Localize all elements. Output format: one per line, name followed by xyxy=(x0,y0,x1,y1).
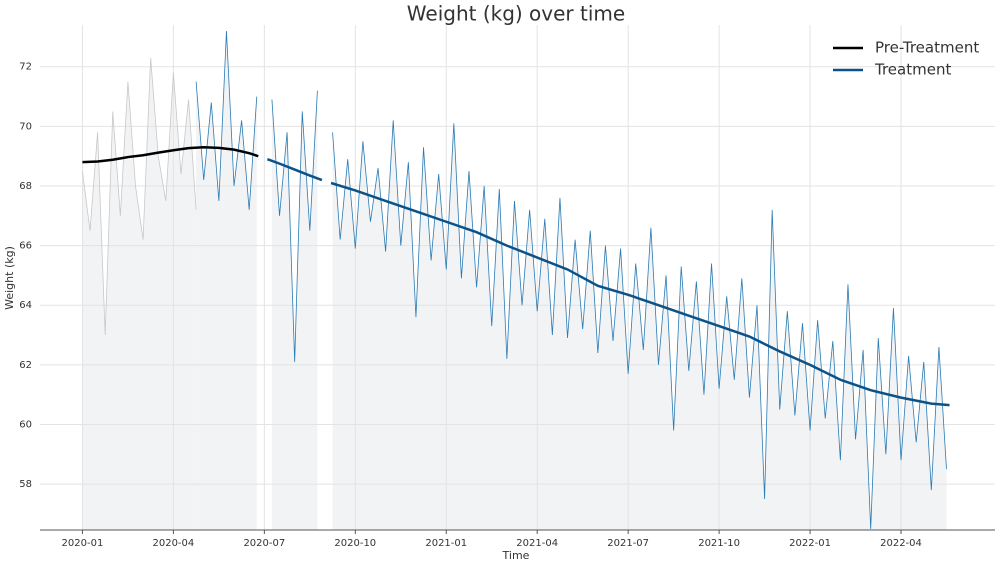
y-tick-label: 58 xyxy=(19,479,32,490)
x-tick-label: 2021-10 xyxy=(698,538,740,549)
x-tick-label: 2021-07 xyxy=(607,538,649,549)
raw-line xyxy=(82,57,197,336)
y-tick-label: 70 xyxy=(19,121,32,132)
x-tick-label: 2021-04 xyxy=(516,538,558,549)
trend-line xyxy=(266,157,950,407)
y-tick-label: 72 xyxy=(19,62,32,73)
trend-line xyxy=(82,145,259,164)
legend-label: Pre-Treatment xyxy=(875,39,979,57)
y-tick-label: 62 xyxy=(19,360,32,371)
x-tick-label: 2021-01 xyxy=(425,538,467,549)
chart-title: Weight (kg) over time xyxy=(407,2,625,26)
x-axis-label: Time xyxy=(502,549,530,562)
y-tick-label: 60 xyxy=(19,419,32,430)
x-tick-label: 2020-10 xyxy=(334,538,376,549)
x-tick-label: 2022-01 xyxy=(789,538,831,549)
y-tick-label: 68 xyxy=(19,181,32,192)
y-tick-label: 66 xyxy=(19,241,32,252)
x-tick-label: 2020-07 xyxy=(243,538,285,549)
x-tick-label: 2020-04 xyxy=(152,538,194,549)
x-tick-label: 2020-01 xyxy=(62,538,104,549)
area xyxy=(196,30,947,530)
area xyxy=(82,57,197,530)
legend-label: Treatment xyxy=(874,61,951,79)
y-tick-label: 64 xyxy=(19,300,32,311)
x-tick-label: 2022-04 xyxy=(880,538,922,549)
y-axis-label: Weight (kg) xyxy=(3,246,16,310)
